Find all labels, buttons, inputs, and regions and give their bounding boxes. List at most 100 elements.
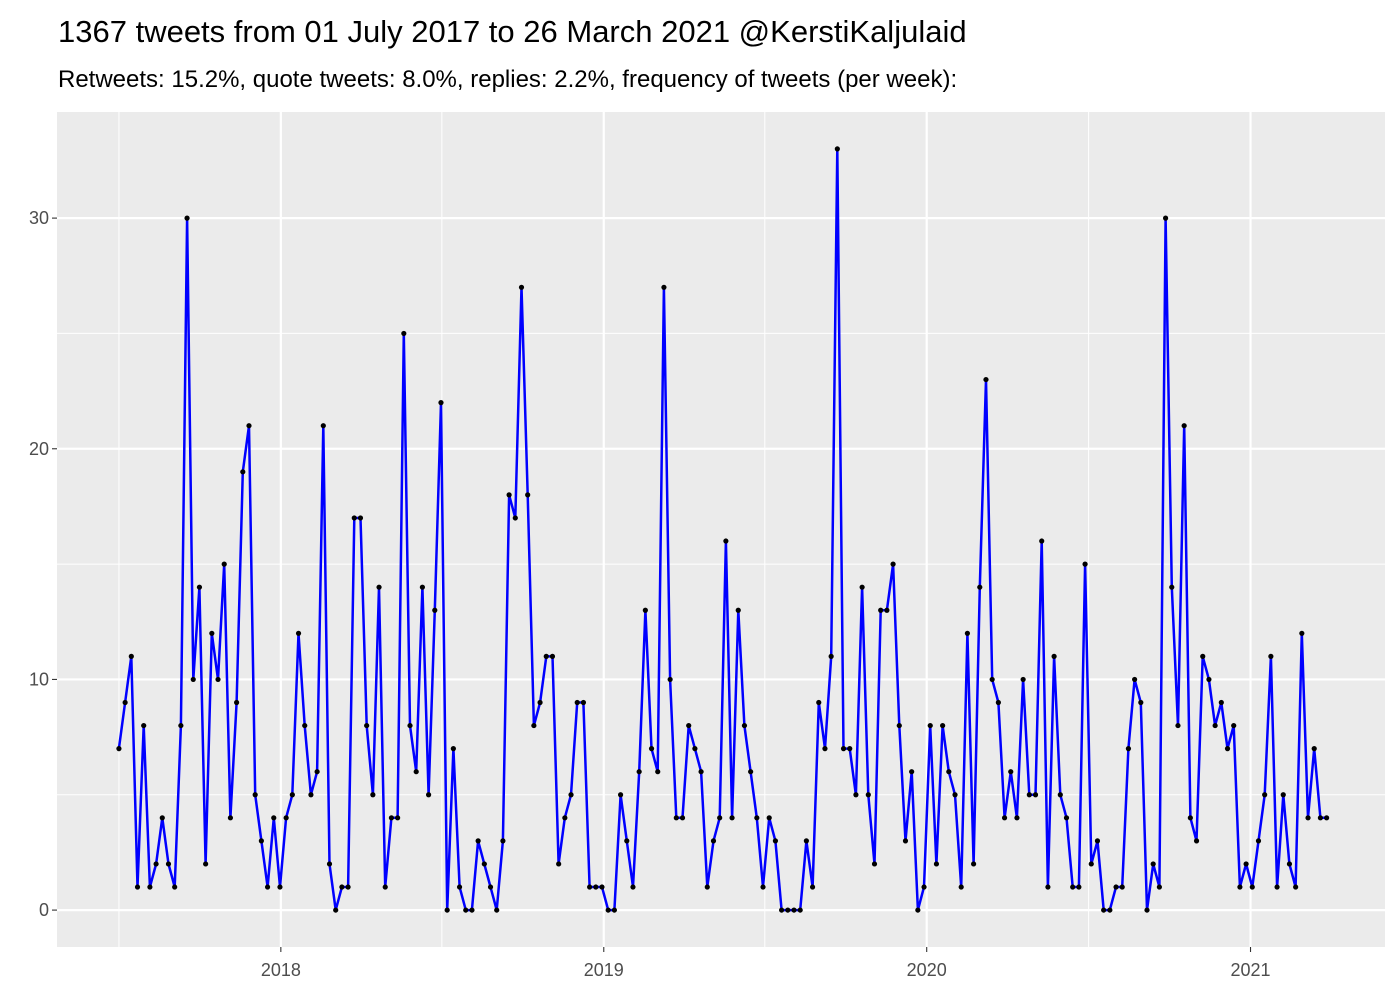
data-point xyxy=(543,653,549,659)
y-tick-label: 0 xyxy=(39,900,49,920)
data-point xyxy=(803,838,809,844)
x-tick-label: 2018 xyxy=(261,960,301,980)
data-point xyxy=(624,838,630,844)
data-point xyxy=(215,676,221,683)
data-point xyxy=(283,815,289,821)
chart-title: 1367 tweets from 01 July 2017 to 26 Marc… xyxy=(58,14,967,49)
data-point xyxy=(277,884,283,890)
data-point xyxy=(1299,630,1305,636)
data-point xyxy=(865,792,871,798)
data-point xyxy=(469,907,475,913)
data-point xyxy=(240,469,246,475)
data-point xyxy=(1317,815,1324,821)
data-point xyxy=(797,907,803,913)
data-point xyxy=(419,584,425,590)
data-point xyxy=(772,838,779,844)
data-point xyxy=(1088,861,1094,867)
data-point xyxy=(134,884,141,890)
data-point xyxy=(221,561,227,567)
data-point xyxy=(915,907,921,913)
data-point xyxy=(506,492,512,498)
data-point xyxy=(729,815,735,821)
data-point xyxy=(364,722,370,729)
data-point xyxy=(1156,884,1162,890)
data-point xyxy=(1169,584,1175,590)
data-point xyxy=(227,815,234,821)
data-points xyxy=(116,146,1330,913)
data-point xyxy=(940,722,946,729)
data-point xyxy=(1076,884,1082,890)
data-point xyxy=(1262,792,1268,798)
axis-ticks: 0 10 20 30 2018 2019 2020 2021 xyxy=(29,208,1271,980)
data-point xyxy=(989,676,995,683)
data-point xyxy=(890,561,896,567)
data-point xyxy=(983,376,989,383)
data-point xyxy=(395,815,401,821)
data-point xyxy=(884,607,890,613)
data-point xyxy=(704,884,710,890)
data-point xyxy=(791,907,797,913)
data-point xyxy=(159,815,165,821)
data-point xyxy=(847,746,853,752)
data-point xyxy=(128,653,134,659)
data-point xyxy=(630,884,636,890)
data-point xyxy=(593,884,599,890)
data-point xyxy=(264,884,271,890)
data-point xyxy=(1057,792,1063,798)
data-point xyxy=(289,792,295,798)
data-point xyxy=(933,861,940,867)
data-point xyxy=(370,792,376,798)
data-point xyxy=(556,861,562,867)
data-point xyxy=(679,815,686,821)
data-point xyxy=(345,884,351,890)
data-point xyxy=(1014,815,1020,821)
data-point xyxy=(822,746,828,752)
data-point xyxy=(921,884,927,890)
data-point xyxy=(308,792,314,798)
data-point xyxy=(655,769,661,775)
data-point xyxy=(1162,215,1169,221)
data-point xyxy=(1113,884,1119,890)
data-point xyxy=(246,423,252,429)
data-point xyxy=(153,861,159,867)
data-point xyxy=(1138,699,1144,706)
data-point xyxy=(1008,769,1014,775)
data-point xyxy=(698,769,704,775)
data-point xyxy=(673,815,679,821)
data-point xyxy=(1218,699,1224,706)
data-point xyxy=(351,515,357,521)
data-point xyxy=(779,907,785,913)
data-point xyxy=(196,584,203,590)
data-point xyxy=(970,861,977,867)
data-point xyxy=(537,699,543,706)
data-point xyxy=(1125,746,1132,752)
data-point xyxy=(376,584,382,590)
data-point xyxy=(1324,815,1330,821)
data-point xyxy=(568,792,574,798)
data-point xyxy=(203,861,209,867)
data-point xyxy=(295,630,302,636)
data-point xyxy=(178,722,184,729)
data-point xyxy=(190,676,196,683)
data-point xyxy=(1249,884,1255,890)
data-point xyxy=(271,815,277,821)
data-point xyxy=(450,746,456,752)
data-point xyxy=(1274,884,1280,890)
data-point xyxy=(717,815,723,821)
data-point xyxy=(1051,653,1057,659)
data-point xyxy=(1082,561,1088,567)
y-tick-label: 20 xyxy=(29,439,49,459)
data-point xyxy=(512,515,518,521)
data-point xyxy=(580,699,587,706)
data-point xyxy=(1144,907,1150,913)
data-point xyxy=(927,722,933,729)
data-point xyxy=(407,722,413,729)
data-point xyxy=(302,722,308,729)
data-point xyxy=(234,699,240,706)
data-point xyxy=(1268,653,1274,659)
data-point xyxy=(723,538,729,544)
data-point xyxy=(909,769,915,775)
data-point xyxy=(667,676,673,683)
data-point xyxy=(1020,676,1026,683)
data-point xyxy=(525,492,531,498)
